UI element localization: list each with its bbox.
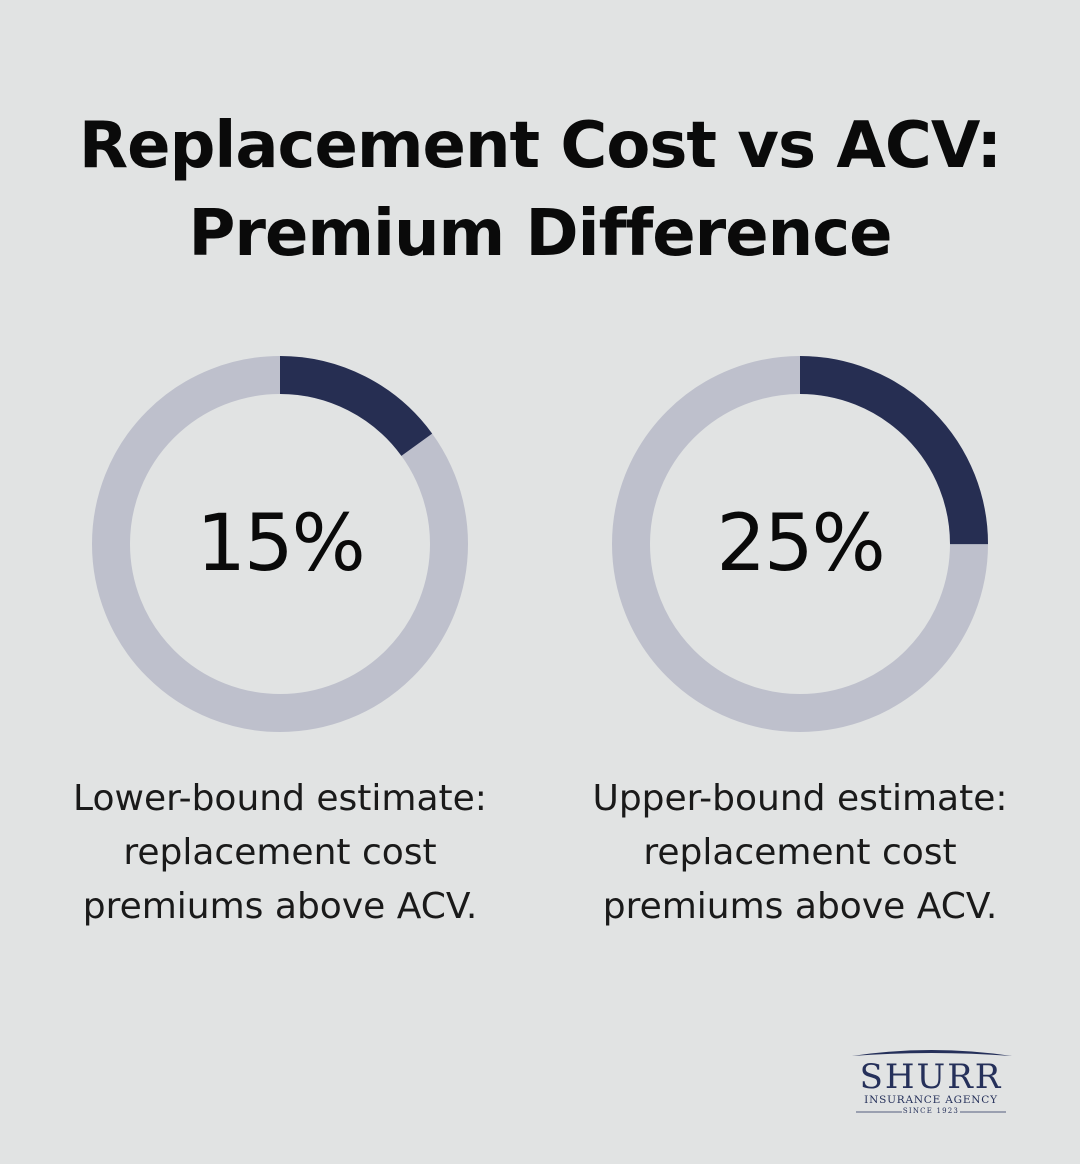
chart-title-line-1: Replacement Cost vs ACV: [78, 109, 1002, 183]
caption-upper-bound-line-3: premiums above ACV. [602, 886, 998, 927]
logo-since: SINCE 1923 [902, 1107, 960, 1115]
caption-lower-bound-line-1: Lower-bound estimate: [73, 778, 487, 819]
caption-upper-bound: Upper-bound estimate: replacement cost p… [560, 772, 1040, 934]
logo-swoosh-icon [852, 1050, 1012, 1113]
logo-name: SHURR [859, 1057, 1003, 1097]
donut-arc-upper-bound [612, 356, 988, 732]
donut-chart-upper-bound: 25% [610, 354, 990, 734]
caption-lower-bound: Lower-bound estimate: replacement cost p… [40, 772, 520, 934]
logo-subtitle: INSURANCE AGENCY [864, 1094, 998, 1106]
donut-value-label-upper-bound: 25% [716, 499, 885, 589]
donut-value-label-lower-bound: 15% [196, 499, 365, 589]
donut-arc-lower-bound [92, 356, 468, 732]
donut-chart-upper-bound-svg [612, 356, 988, 732]
shurr-logo: SHURR INSURANCE AGENCY SINCE 1923 [846, 1046, 1016, 1118]
chart-title: Replacement Cost vs ACV: Premium Differe… [0, 102, 1080, 278]
caption-lower-bound-line-2: replacement cost [123, 832, 437, 873]
chart-title-line-2: Premium Difference [188, 197, 892, 271]
donut-chart-lower-bound-svg [92, 356, 468, 732]
caption-upper-bound-line-2: replacement cost [643, 832, 957, 873]
donut-chart-lower-bound: 15% [90, 354, 470, 734]
caption-lower-bound-line-3: premiums above ACV. [82, 886, 478, 927]
caption-upper-bound-line-1: Upper-bound estimate: [592, 778, 1008, 819]
